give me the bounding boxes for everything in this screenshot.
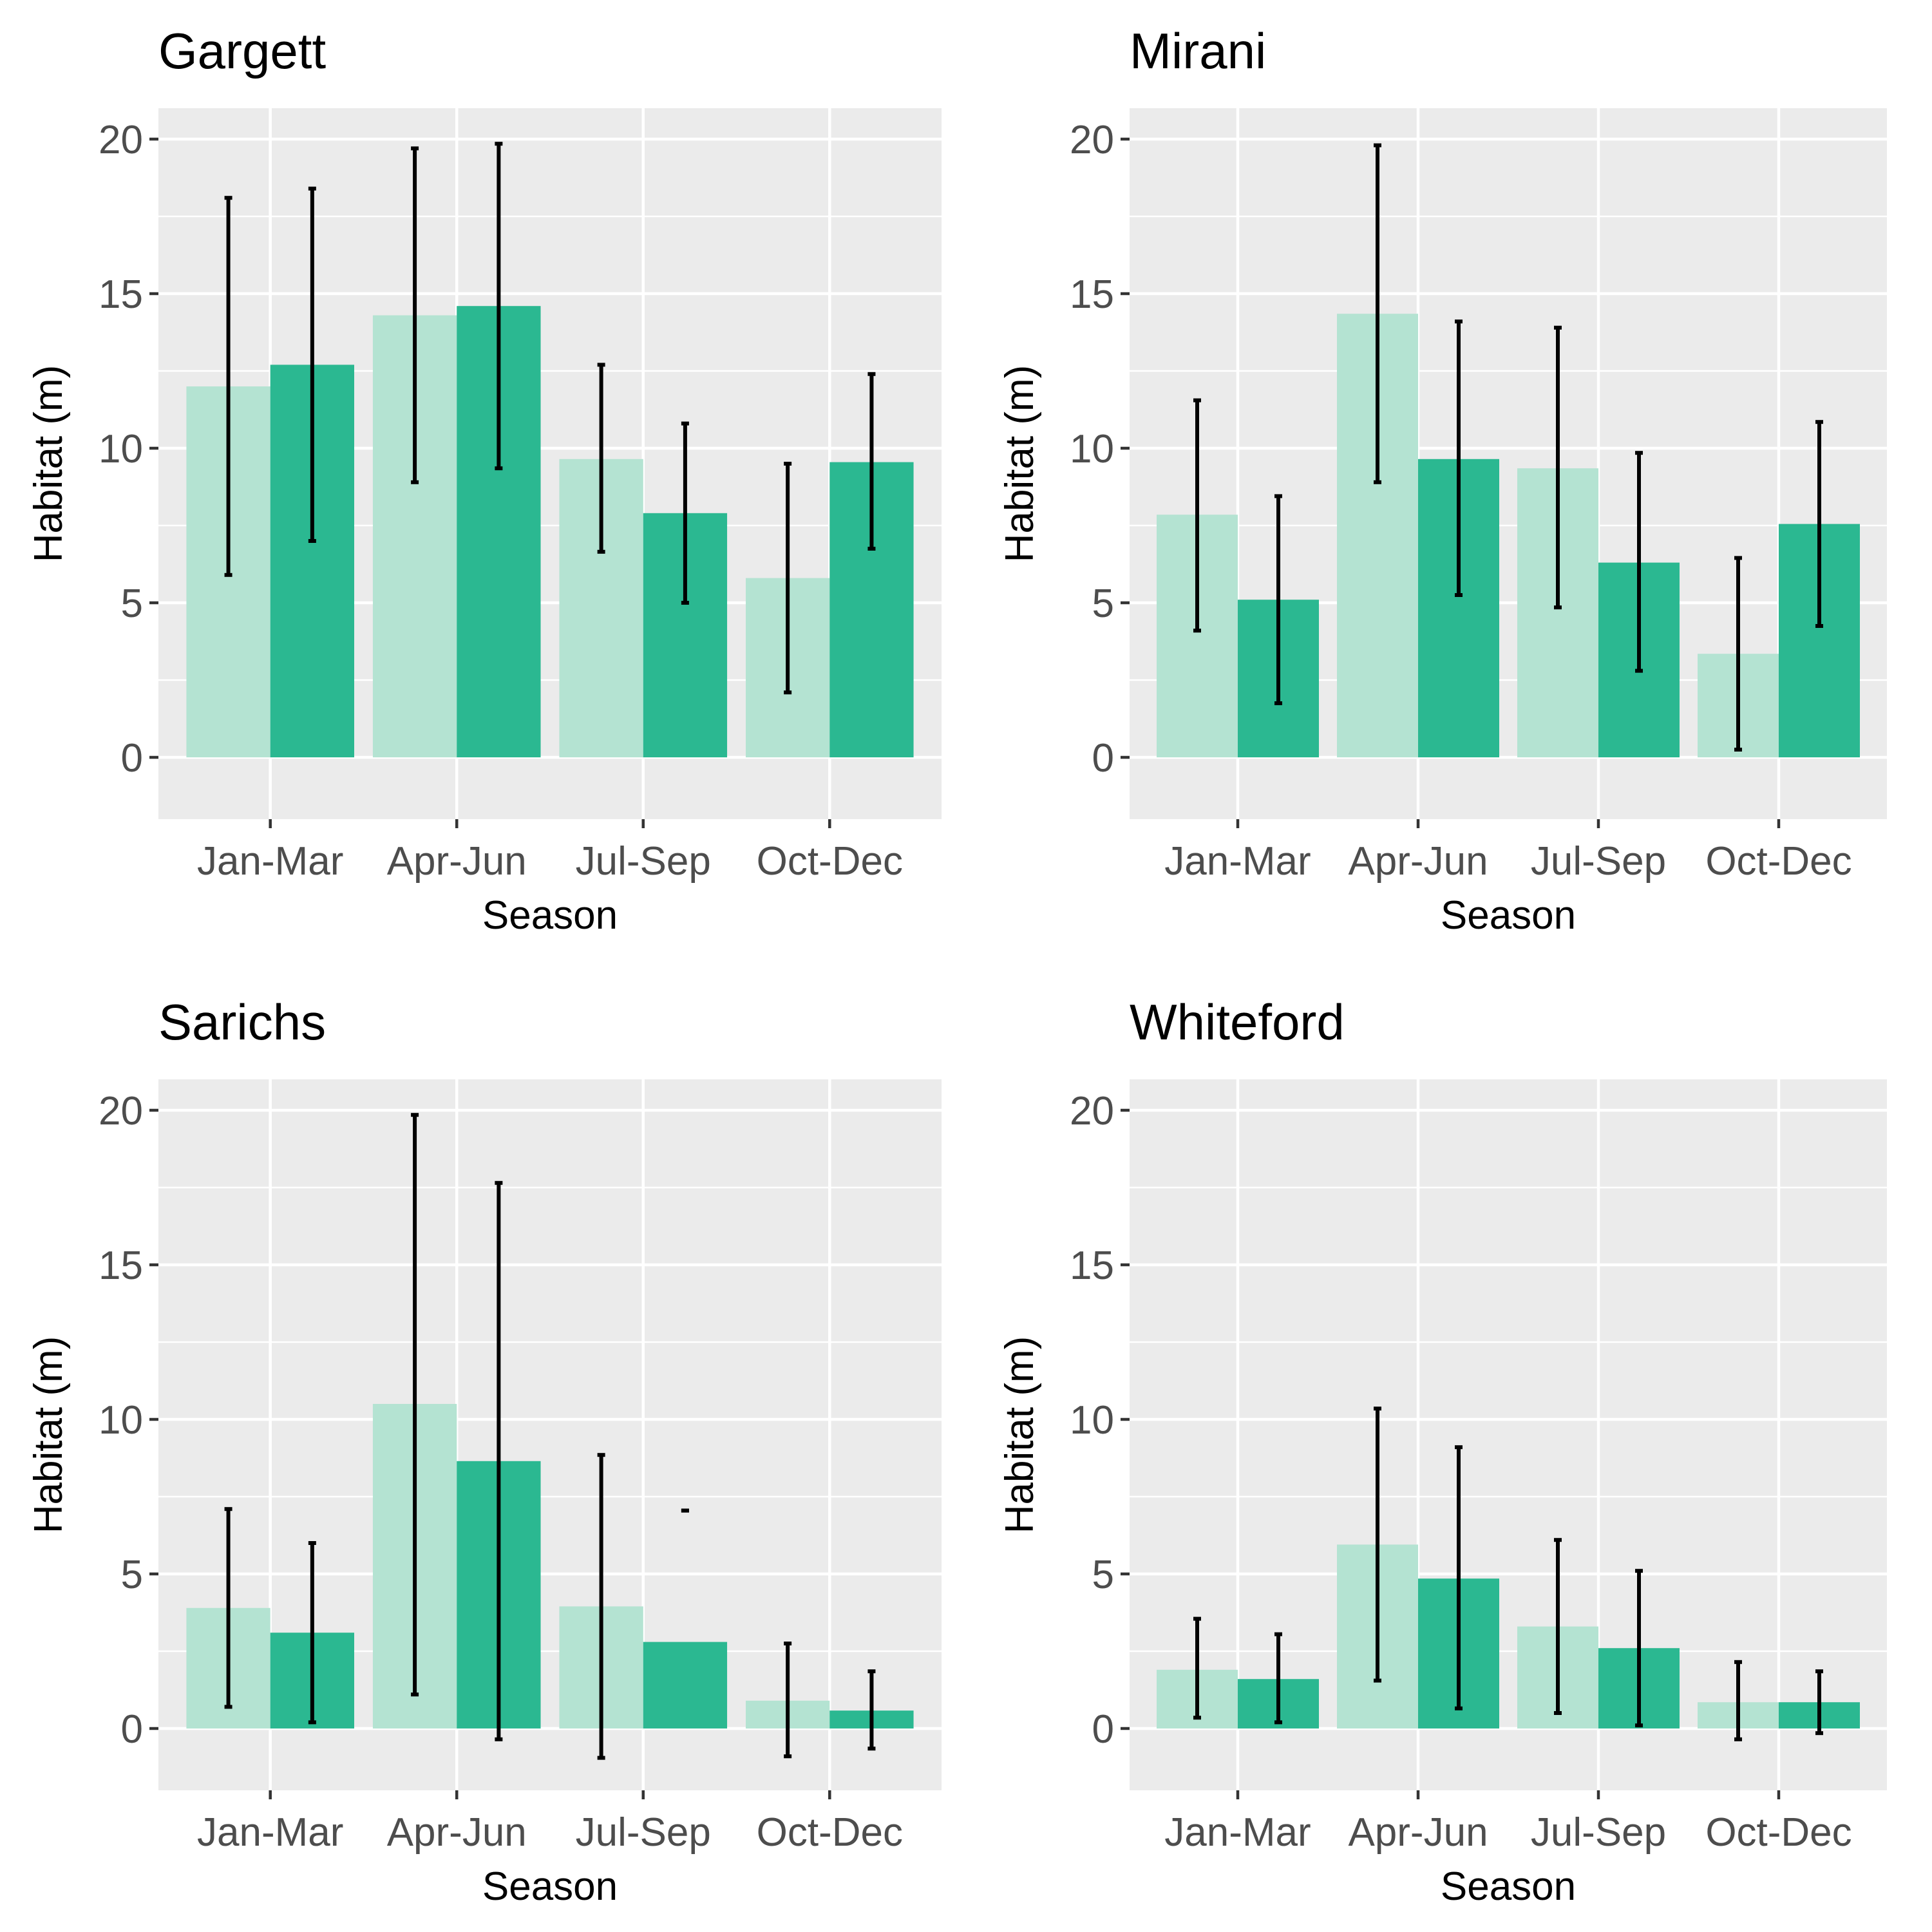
- y-tick-label: 0: [1092, 736, 1114, 781]
- x-axis-title: Season: [482, 893, 618, 938]
- x-tick-label: Jul-Sep: [1531, 1810, 1666, 1855]
- y-tick-label: 10: [99, 1398, 143, 1443]
- error-bar: [597, 363, 605, 554]
- y-tick-label: 15: [99, 1244, 143, 1288]
- y-tick-label: 10: [1070, 427, 1114, 471]
- error-bar: [1374, 143, 1381, 484]
- y-axis-title: Habitat (m): [26, 365, 71, 563]
- y-tick-label: 20: [1070, 1089, 1114, 1133]
- x-tick-label: Jul-Sep: [576, 839, 711, 884]
- error-bar: [1554, 325, 1562, 610]
- x-tick-label: Oct-Dec: [757, 1810, 903, 1855]
- error-bar: [597, 1453, 605, 1760]
- error-bar: [1734, 1660, 1742, 1741]
- error-bar: [867, 372, 876, 551]
- error-bar: [1734, 556, 1742, 752]
- x-tick-label: Jul-Sep: [576, 1810, 711, 1855]
- x-tick-label: Oct-Dec: [1705, 839, 1852, 884]
- x-tick-label: Jan-Mar: [197, 1810, 343, 1855]
- error-bar: [784, 1642, 792, 1759]
- y-tick-label: 5: [121, 1553, 143, 1597]
- error-bar: [1193, 398, 1201, 633]
- error-bar: [1635, 451, 1643, 673]
- y-tick-label: 15: [99, 272, 143, 317]
- error-bar: [784, 462, 792, 695]
- error-bar: [495, 1180, 503, 1741]
- error-bar: [1455, 319, 1463, 597]
- error-bar: [495, 142, 503, 471]
- error-bar: [1635, 1569, 1643, 1728]
- y-tick-label: 20: [99, 118, 143, 162]
- x-axis-title: Season: [482, 1864, 618, 1909]
- y-axis-title: Habitat (m): [998, 365, 1042, 563]
- error-bar: [1374, 1406, 1381, 1683]
- error-bar: [224, 1507, 232, 1709]
- x-tick-label: Jul-Sep: [1531, 839, 1666, 884]
- y-tick-label: 5: [1092, 1553, 1114, 1597]
- y-tick-label: 15: [1070, 1244, 1114, 1288]
- error-bar: [1815, 420, 1823, 628]
- y-tick-label: 0: [121, 1707, 143, 1752]
- y-tick-label: 10: [1070, 1398, 1114, 1443]
- y-tick-label: 10: [99, 427, 143, 471]
- x-tick-label: Jan-Mar: [1164, 839, 1311, 884]
- y-tick-label: 0: [121, 736, 143, 781]
- panel-mirani: 0 5 10 15 20 Jan-Mar Apr-Jun Jul-Sep Oct-Dec Seas…: [998, 23, 1887, 938]
- x-axis-title: Season: [1441, 1864, 1576, 1909]
- x-tick-label: Apr-Jun: [1348, 1810, 1488, 1855]
- plot-background: [1130, 1079, 1887, 1790]
- x-tick-label: Oct-Dec: [757, 839, 903, 884]
- y-tick-label: 15: [1070, 272, 1114, 317]
- panel-title: Sarichs: [158, 994, 326, 1050]
- y-tick-label: 5: [1092, 582, 1114, 626]
- error-bar: [224, 196, 232, 577]
- error-bar: [308, 186, 316, 543]
- y-tick-label: 5: [121, 582, 143, 626]
- error-bar: [867, 1669, 876, 1751]
- error-bar: [1274, 1632, 1282, 1725]
- x-tick-label: Apr-Jun: [387, 839, 527, 884]
- error-bar: [681, 421, 689, 605]
- error-bar: [411, 146, 419, 484]
- x-axis-title: Season: [1441, 893, 1576, 938]
- error-bar: [1554, 1538, 1562, 1715]
- error-bar: [308, 1541, 316, 1725]
- bar: [643, 1642, 728, 1728]
- y-tick-label: 0: [1092, 1707, 1114, 1752]
- panel-gargett: 0 5 10 15 20 Jan-Mar Apr-Jun Jul-Sep Oct-Dec Seas…: [26, 23, 942, 938]
- x-tick-label: Apr-Jun: [1348, 839, 1488, 884]
- y-tick-label: 20: [1070, 118, 1114, 162]
- panel-title: Gargett: [158, 23, 326, 79]
- error-bar: [411, 1113, 419, 1697]
- error-bar: [1455, 1445, 1463, 1710]
- panel-sarichs: 0 5 10 15 20 Jan-Mar Apr-Jun Jul-Sep Oct-Dec Seas…: [26, 994, 942, 1909]
- panel-title: Whiteford: [1130, 994, 1345, 1050]
- panel-title: Mirani: [1130, 23, 1266, 79]
- error-bar: [1274, 494, 1282, 705]
- y-tick-label: 20: [99, 1089, 143, 1133]
- error-bar: [1815, 1669, 1823, 1736]
- y-axis-title: Habitat (m): [998, 1336, 1042, 1534]
- x-tick-label: Jan-Mar: [197, 839, 343, 884]
- x-tick-label: Jan-Mar: [1164, 1810, 1311, 1855]
- x-tick-label: Oct-Dec: [1705, 1810, 1852, 1855]
- error-bar: [1193, 1616, 1201, 1720]
- x-tick-label: Apr-Jun: [387, 1810, 527, 1855]
- y-axis-title: Habitat (m): [26, 1336, 71, 1534]
- panel-whiteford: 0 5 10 15 20 Jan-Mar Apr-Jun Jul-Sep Oct-Dec Seas…: [998, 994, 1887, 1909]
